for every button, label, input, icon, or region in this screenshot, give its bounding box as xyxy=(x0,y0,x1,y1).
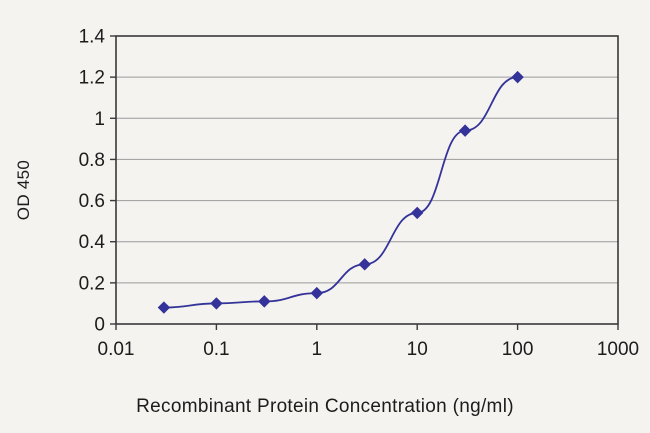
y-tick-label: 0.4 xyxy=(79,232,106,253)
data-point-marker xyxy=(258,295,271,308)
x-axis-label: Recombinant Protein Concentration (ng/ml… xyxy=(136,396,514,417)
y-axis-label: OD 450 xyxy=(14,159,33,221)
data-point-marker xyxy=(157,301,171,314)
y-tick-label: 0.6 xyxy=(79,191,105,212)
data-point-marker xyxy=(310,286,324,300)
y-tick-label: 1.2 xyxy=(79,68,105,89)
x-tick-label: 100 xyxy=(502,339,534,360)
x-tick-label: 0.01 xyxy=(98,339,135,360)
y-tick-label: 1.4 xyxy=(79,27,106,48)
x-tick-label: 1 xyxy=(312,339,323,360)
data-point-marker xyxy=(410,206,424,220)
data-point-marker xyxy=(511,70,524,84)
x-tick-label: 10 xyxy=(407,339,428,360)
series-line xyxy=(163,76,518,309)
data-point-marker xyxy=(458,124,472,137)
y-tick-label: 0 xyxy=(94,315,105,336)
x-tick-label: 1000 xyxy=(597,339,639,360)
plot-frame xyxy=(115,35,619,325)
data-point-marker xyxy=(210,297,223,310)
y-tick-label: 0.8 xyxy=(79,150,105,171)
data-point-marker xyxy=(358,258,371,271)
y-tick-label: 0.2 xyxy=(79,273,105,294)
x-tick-label: 0.1 xyxy=(203,339,229,360)
y-tick-label: 1 xyxy=(94,109,105,130)
